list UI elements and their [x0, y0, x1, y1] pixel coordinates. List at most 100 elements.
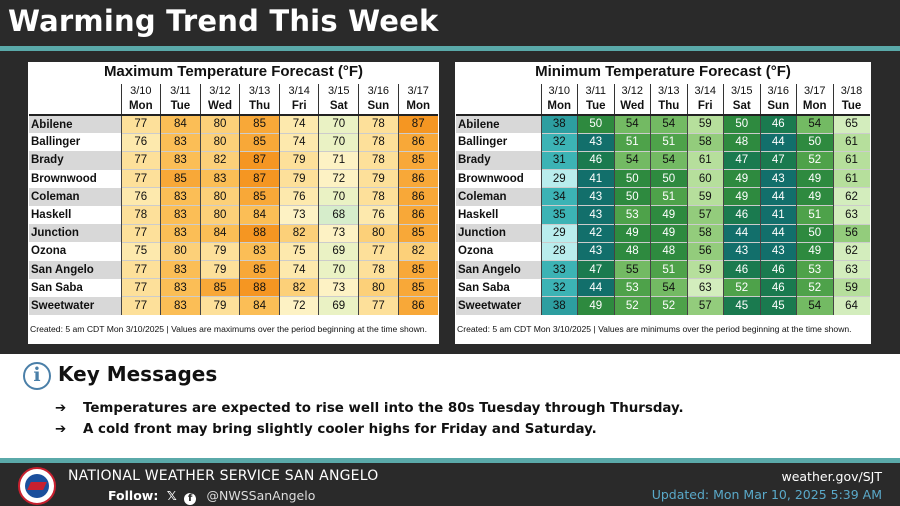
- temp-cell: 49: [796, 241, 833, 261]
- corner-cell: [456, 99, 541, 116]
- temp-cell: 28: [540, 241, 578, 261]
- temp-cell: 77: [120, 223, 161, 243]
- temp-cell: 76: [120, 132, 161, 152]
- temp-cell: 85: [397, 150, 438, 170]
- temp-cell: 41: [759, 205, 797, 225]
- temp-cell: 78: [358, 259, 399, 279]
- temp-cell: 57: [686, 205, 724, 225]
- x-icon[interactable]: 𝕏: [166, 488, 177, 503]
- max-table-title: Maximum Temperature Forecast (°F): [103, 63, 364, 80]
- temp-cell: 63: [832, 259, 870, 279]
- temp-cell: 70: [318, 259, 359, 279]
- temp-cell: 29: [540, 169, 578, 188]
- page-title: Warming Trend This Week: [8, 4, 439, 38]
- day-header: Mon: [120, 99, 161, 116]
- temp-cell: 59: [686, 259, 724, 279]
- temp-cell: 83: [160, 296, 201, 316]
- temp-cell: 69: [318, 241, 359, 261]
- temp-cell: 72: [318, 169, 359, 188]
- date-header: 3/11: [160, 84, 201, 99]
- temp-cell: 69: [318, 296, 359, 316]
- website-link[interactable]: weather.gov/SJT: [781, 469, 882, 484]
- temp-cell: 86: [397, 296, 438, 316]
- temp-cell: 56: [832, 223, 870, 243]
- temp-cell: 85: [160, 169, 201, 188]
- temp-cell: 54: [796, 296, 833, 316]
- temp-cell: 43: [759, 241, 797, 261]
- temp-cell: 38: [540, 296, 578, 316]
- temp-cell: 71: [318, 150, 359, 170]
- temp-cell: 51: [796, 205, 833, 225]
- date-header: 3/12: [613, 84, 651, 99]
- corner-cell: [29, 84, 121, 99]
- temp-cell: 34: [540, 187, 578, 206]
- temp-cell: 48: [723, 132, 760, 152]
- temp-cell: 49: [650, 223, 687, 243]
- temp-cell: 46: [759, 114, 797, 134]
- city-label: Coleman: [456, 187, 541, 206]
- temp-cell: 82: [199, 150, 240, 170]
- updated-timestamp: Updated: Mon Mar 10, 2025 5:39 AM: [651, 487, 882, 502]
- table-row: Ballinger 76 83 80 85 74 70 78 86: [29, 132, 438, 152]
- key-message-item: ➔ A cold front may bring slightly cooler …: [55, 419, 684, 440]
- temp-cell: 43: [577, 187, 614, 206]
- day-header: Mon: [397, 99, 438, 116]
- table-row: San Saba 77 83 85 88 82 73 80 85: [29, 278, 438, 297]
- temp-cell: 62: [832, 241, 870, 261]
- temp-cell: 43: [577, 132, 614, 152]
- temp-cell: 80: [199, 205, 240, 225]
- temp-cell: 52: [613, 296, 651, 316]
- temp-cell: 80: [358, 223, 399, 243]
- temp-cell: 80: [199, 114, 240, 134]
- city-label: Ozona: [29, 242, 121, 261]
- date-header: 3/17: [796, 84, 833, 99]
- temp-cell: 85: [239, 259, 280, 279]
- facebook-icon[interactable]: f: [184, 493, 197, 505]
- temp-cell: 50: [796, 223, 833, 243]
- temp-cell: 87: [239, 150, 280, 170]
- temp-cell: 62: [832, 187, 870, 206]
- day-header: Fri: [686, 99, 724, 116]
- temp-cell: 61: [832, 132, 870, 152]
- table-row: Junction 77 83 84 88 82 73 80 85: [29, 223, 438, 243]
- temp-cell: 52: [723, 278, 760, 297]
- temp-cell: 48: [613, 241, 651, 261]
- table-row: Ballinger 32 43 51 51 58 48 44 50 61: [456, 132, 870, 152]
- temp-cell: 83: [160, 205, 201, 225]
- temp-cell: 63: [832, 205, 870, 225]
- temp-cell: 49: [723, 187, 760, 206]
- temp-cell: 75: [120, 241, 161, 261]
- temp-cell: 74: [278, 259, 319, 279]
- footer-divider: [0, 458, 900, 463]
- temp-cell: 83: [160, 259, 201, 279]
- temp-cell: 33: [540, 259, 578, 279]
- temp-cell: 52: [796, 150, 833, 170]
- temp-cell: 83: [160, 187, 201, 206]
- city-label: San Angelo: [29, 260, 121, 279]
- temp-cell: 49: [650, 205, 687, 225]
- table-row: Brady 31 46 54 54 61 47 47 52 61: [456, 150, 870, 170]
- date-header: 3/17: [397, 84, 438, 99]
- title-divider: [0, 46, 900, 51]
- city-label: Brownwood: [456, 169, 541, 188]
- date-header: 3/13: [650, 84, 687, 99]
- temp-cell: 79: [278, 169, 319, 188]
- day-header: Mon: [796, 99, 833, 116]
- city-label: San Saba: [456, 278, 541, 297]
- temp-cell: 77: [120, 296, 161, 316]
- temp-cell: 35: [540, 205, 578, 225]
- temp-cell: 42: [577, 223, 614, 243]
- temp-cell: 76: [120, 187, 161, 206]
- city-label: Brady: [29, 151, 121, 170]
- date-header: 3/11: [577, 84, 614, 99]
- social-handle[interactable]: @NWSSanAngelo: [206, 488, 316, 503]
- table-row: San Angelo 33 47 55 51 59 46 46 53 63: [456, 259, 870, 279]
- temp-cell: 49: [796, 187, 833, 206]
- table-row: San Saba 32 44 53 54 63 52 46 52 59: [456, 278, 870, 297]
- date-header: 3/14: [686, 84, 724, 99]
- day-header: Sat: [318, 99, 359, 116]
- temp-cell: 31: [540, 150, 578, 170]
- temp-cell: 73: [318, 278, 359, 297]
- temp-cell: 32: [540, 278, 578, 297]
- temp-cell: 77: [120, 259, 161, 279]
